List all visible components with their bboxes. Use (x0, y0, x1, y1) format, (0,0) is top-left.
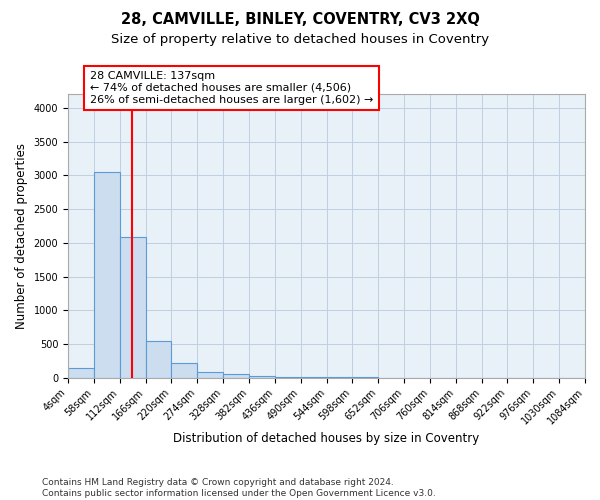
Bar (223, 374, 249, 378)
Text: 28, CAMVILLE, BINLEY, COVENTRY, CV3 2XQ: 28, CAMVILLE, BINLEY, COVENTRY, CV3 2XQ (121, 12, 479, 28)
Bar (172, 363, 197, 378)
Text: 28 CAMVILLE: 137sqm
← 74% of detached houses are smaller (4,506)
26% of semi-det: 28 CAMVILLE: 137sqm ← 74% of detached ho… (90, 72, 373, 104)
Bar (275, 377, 301, 378)
Text: Size of property relative to detached houses in Coventry: Size of property relative to detached ho… (111, 32, 489, 46)
Y-axis label: Number of detached properties: Number of detached properties (15, 143, 28, 329)
Bar (94, 172, 120, 378)
Bar (249, 376, 275, 378)
Bar (68, 368, 94, 378)
Bar (146, 340, 172, 378)
Text: Contains HM Land Registry data © Crown copyright and database right 2024.
Contai: Contains HM Land Registry data © Crown c… (42, 478, 436, 498)
Bar (120, 238, 146, 378)
Bar (197, 372, 223, 378)
X-axis label: Distribution of detached houses by size in Coventry: Distribution of detached houses by size … (173, 432, 479, 445)
